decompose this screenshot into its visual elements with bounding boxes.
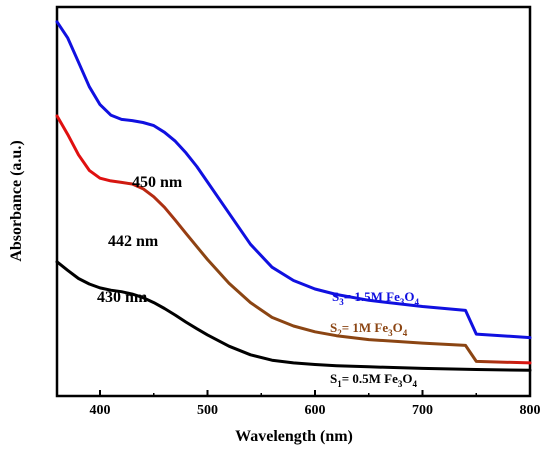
subscript: 1 <box>337 379 342 389</box>
peak-label: 450 nm <box>132 174 183 191</box>
label-text: = 1.5M Fe <box>344 289 400 304</box>
plot-frame <box>55 5 532 398</box>
subscript: 3 <box>339 297 344 307</box>
y-axis-label: Absorbance (a.u.) <box>8 140 25 261</box>
label-text: O <box>393 320 403 335</box>
x-tick-label: 800 <box>520 403 541 418</box>
label-text: S <box>332 289 339 304</box>
x-tick-label: 500 <box>197 403 218 418</box>
series-layer <box>55 20 532 372</box>
label-text: O <box>402 371 412 386</box>
x-tick-label: 700 <box>412 403 433 418</box>
series-line <box>55 260 532 372</box>
subscript: 4 <box>403 328 408 338</box>
series-label: S2= 1M Fe3O4 <box>330 320 408 338</box>
subscript: 3 <box>398 379 403 389</box>
series-label: S3= 1.5M Fe3O4 <box>332 289 420 307</box>
x-axis-ticks: 400 500 600 700 800 <box>90 390 541 418</box>
series-label: S1= 0.5M Fe3O4 <box>330 371 418 389</box>
x-axis-label: Wavelength (nm) <box>235 428 353 445</box>
subscript: 3 <box>388 328 393 338</box>
subscript: 2 <box>337 328 342 338</box>
label-text: = 0.5M Fe <box>342 371 398 386</box>
label-text: O <box>404 289 414 304</box>
subscript: 4 <box>415 297 420 307</box>
label-text: S <box>330 320 337 335</box>
x-tick-label: 400 <box>90 403 111 418</box>
subscript: 4 <box>413 379 418 389</box>
series-line <box>55 20 532 340</box>
x-tick-label: 600 <box>305 403 326 418</box>
peak-label: 442 nm <box>108 233 159 250</box>
label-text: S <box>330 371 337 386</box>
peak-label: 430 nm <box>97 289 148 306</box>
series-line <box>55 114 532 365</box>
subscript: 3 <box>400 297 405 307</box>
label-text: = 1M Fe <box>342 320 389 335</box>
